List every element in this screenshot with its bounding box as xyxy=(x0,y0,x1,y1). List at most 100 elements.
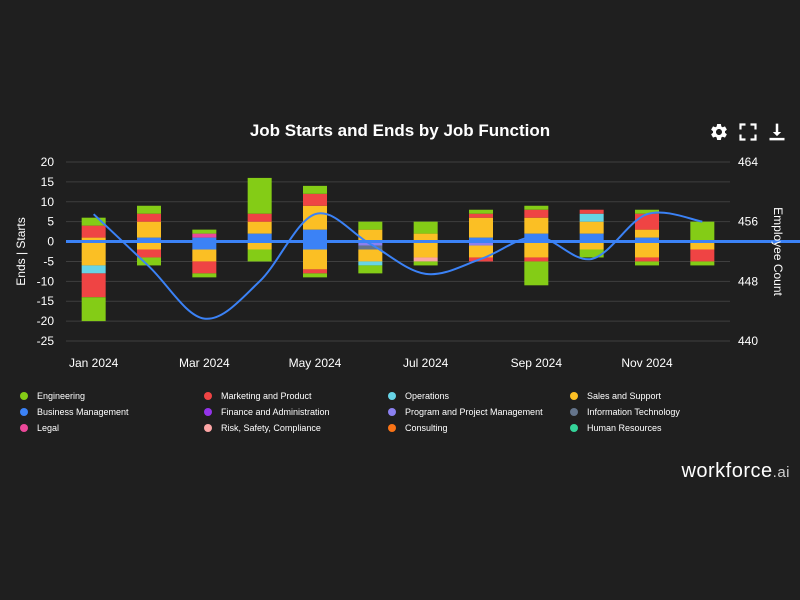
legend-label: Consulting xyxy=(405,423,448,433)
legend-marker xyxy=(388,392,396,400)
legend-item-risk-safety-compliance[interactable]: Risk, Safety, Compliance xyxy=(204,422,388,434)
legend-marker xyxy=(204,392,212,400)
bar-segment-marketing-and-product xyxy=(81,225,106,238)
legend-label: Human Resources xyxy=(587,423,662,433)
legend-label: Operations xyxy=(405,391,450,401)
bar-segment-marketing-and-product xyxy=(137,213,161,222)
legend-item-legal[interactable]: Legal xyxy=(20,422,204,434)
gear-icon[interactable] xyxy=(709,122,729,142)
bar-segment-business-management xyxy=(192,237,217,242)
bar-segment-sales-and-support-ends xyxy=(690,241,715,250)
bar-segment-legal xyxy=(192,233,217,238)
bar-segment-sales-and-support xyxy=(247,221,272,234)
legend-item-finance-and-administration[interactable]: Finance and Administration xyxy=(204,406,388,418)
bar-segment-business-management xyxy=(137,237,161,242)
bar-segment-engineering xyxy=(635,209,659,214)
bar-segment-marketing-and-product xyxy=(469,213,493,218)
legend-marker xyxy=(388,408,396,416)
bar-segment-sales-and-support xyxy=(469,217,493,238)
bar-segment-sales-and-support xyxy=(81,237,106,242)
bar-segment-engineering-ends xyxy=(524,261,549,286)
bars xyxy=(81,177,715,322)
bar-segment-engineering-ends xyxy=(247,249,272,262)
bar-segment-engineering-ends xyxy=(690,261,715,266)
bar-segment-sales-and-support xyxy=(524,217,549,234)
bar-segment-marketing-and-product-ends xyxy=(635,257,659,262)
legend-label: Risk, Safety, Compliance xyxy=(221,423,321,433)
legend-label: Sales and Support xyxy=(587,391,662,401)
bar-segment-engineering-ends xyxy=(192,273,217,278)
legend-marker xyxy=(20,424,28,432)
y2-tick-label: 456 xyxy=(738,215,758,229)
bar-segment-engineering xyxy=(413,221,438,234)
bar-segment-sales-and-support-ends xyxy=(247,241,272,250)
bar-segment-sales-and-support-ends xyxy=(579,241,604,250)
bar-segment-marketing-and-product-ends xyxy=(192,261,217,274)
legend-item-business-management[interactable]: Business Management xyxy=(20,406,204,418)
employee-count-line-layer xyxy=(92,211,703,320)
legend-marker xyxy=(20,408,28,416)
y-tick-label: 15 xyxy=(41,175,55,189)
legend-marker xyxy=(20,392,28,400)
legend-item-sales-and-support[interactable]: Sales and Support xyxy=(570,390,760,402)
bar-segment-business-management xyxy=(469,237,493,242)
y-tick-label: 20 xyxy=(41,155,55,169)
legend-item-human-resources[interactable]: Human Resources xyxy=(570,422,760,434)
bar-segment-sales-and-support xyxy=(358,229,383,242)
bar-segment-engineering xyxy=(358,221,383,230)
bar-segment-program-and-project-management-ends xyxy=(469,241,493,246)
bar-segment-marketing-and-product xyxy=(303,193,327,206)
brand-logo: workforce.ai xyxy=(681,460,790,483)
chart-title: Job Starts and Ends by Job Function xyxy=(249,121,551,140)
bar-segment-engineering-ends xyxy=(358,265,383,274)
bar-segment-engineering xyxy=(81,217,106,226)
chart-legend: Engineering Marketing and Product Operatio… xyxy=(20,390,780,434)
bar-segment-sales-and-support-ends xyxy=(524,241,549,258)
legend-item-program-and-project-management[interactable]: Program and Project Management xyxy=(388,406,570,418)
bar-segment-sales-and-support-ends xyxy=(413,241,438,258)
bar-segment-engineering xyxy=(524,205,549,210)
y-tick-label: -20 xyxy=(37,314,55,328)
chart-toolbar xyxy=(709,122,787,142)
bar-segment-engineering-ends xyxy=(413,261,438,266)
bar-segment-sales-and-support xyxy=(413,233,438,242)
bar-segment-information-technology-ends xyxy=(358,245,383,250)
bar-segment-marketing-and-product-ends xyxy=(81,273,106,298)
bar-segment-marketing-and-product-ends xyxy=(524,257,549,262)
bar-segment-business-management xyxy=(579,233,604,242)
grid xyxy=(66,161,730,342)
y2-tick-label: 448 xyxy=(738,274,758,288)
bar-segment-sales-and-support-ends xyxy=(192,249,217,262)
legend-item-operations[interactable]: Operations xyxy=(388,390,570,402)
download-icon[interactable] xyxy=(767,122,787,142)
y-tick-label: -15 xyxy=(37,294,55,308)
legend-item-consulting[interactable]: Consulting xyxy=(388,422,570,434)
bar-segment-business-management xyxy=(303,229,327,242)
bar-segment-sales-and-support xyxy=(303,205,327,230)
bar-segment-engineering xyxy=(303,185,327,194)
x-tick-label: Jul 2024 xyxy=(403,356,449,370)
bar-segment-operations-ends xyxy=(81,265,106,274)
bar-segment-sales-and-support-ends xyxy=(469,245,493,258)
bar-segment-engineering xyxy=(192,229,217,234)
bar-segment-marketing-and-product xyxy=(635,213,659,230)
bar-segment-business-management xyxy=(247,233,272,242)
y2-tick-label: 440 xyxy=(738,334,758,348)
expand-icon[interactable] xyxy=(738,122,758,142)
legend-label: Legal xyxy=(37,423,60,433)
axes: 20 15 10 5 0 -5 -10 -15 -20 -25 464 456 448 440 Ends |… xyxy=(14,155,785,370)
x-tick-label: May 2024 xyxy=(289,356,342,370)
bar-segment-engineering xyxy=(247,177,272,214)
x-tick-label: Mar 2024 xyxy=(179,356,230,370)
legend-item-marketing-and-product[interactable]: Marketing and Product xyxy=(204,390,388,402)
bar-segment-marketing-and-product xyxy=(247,213,272,222)
legend-label: Finance and Administration xyxy=(221,407,330,417)
bar-segment-risk-safety-compliance-ends xyxy=(413,257,438,262)
bar-segment-engineering-ends xyxy=(579,249,604,258)
x-tick-label: Sep 2024 xyxy=(511,356,563,370)
legend-item-information-technology[interactable]: Information Technology xyxy=(570,406,760,418)
bar-segment-business-management-ends xyxy=(192,241,217,250)
legend-marker xyxy=(388,424,396,432)
legend-item-engineering[interactable]: Engineering xyxy=(20,390,204,402)
